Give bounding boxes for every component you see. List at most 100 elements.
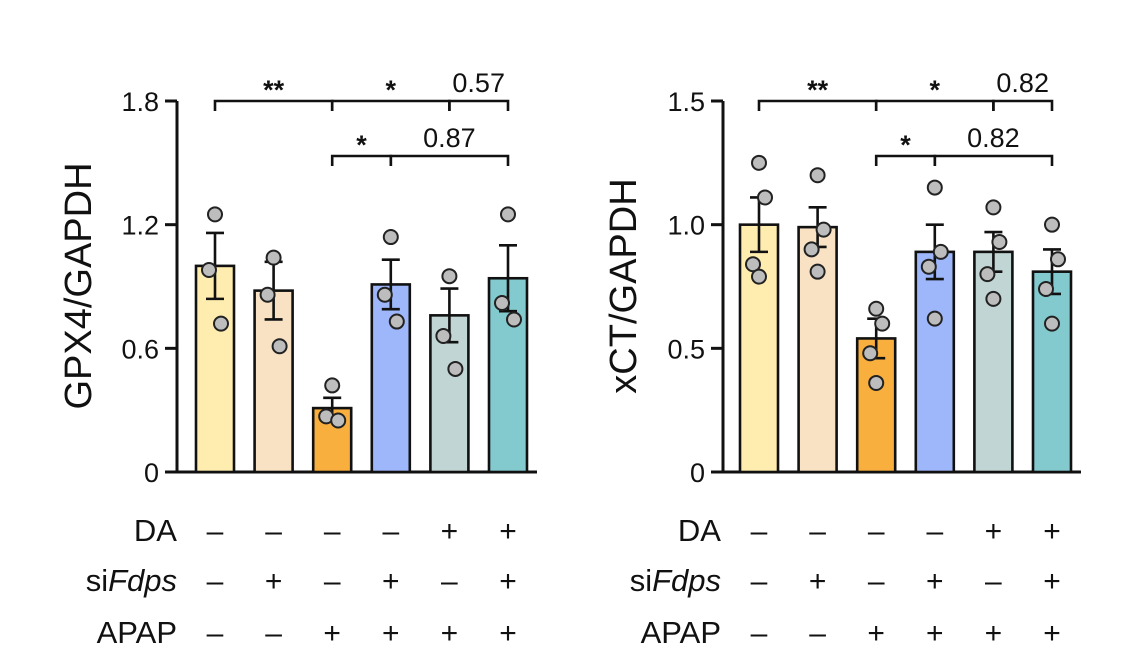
bar (370, 283, 412, 474)
data-point (868, 300, 885, 317)
significance-label: 0.57 (452, 68, 505, 98)
condition-plus: + (499, 515, 517, 548)
condition-row-label: siFdps (86, 563, 177, 598)
data-point (494, 294, 510, 311)
significance-label: ** (807, 75, 829, 105)
significance-label: * (356, 130, 367, 160)
data-point (1050, 251, 1066, 268)
condition-plus: + (1043, 565, 1061, 598)
data-point (862, 345, 879, 362)
data-point (815, 221, 832, 238)
data-point (874, 315, 891, 332)
condition-label-gene: Fdps (108, 563, 177, 598)
data-point (330, 412, 347, 429)
data-point (745, 256, 761, 273)
condition-plus: + (499, 565, 517, 598)
bar (914, 250, 956, 474)
data-point (213, 315, 229, 332)
data-point (932, 243, 949, 260)
condition-minus: – (324, 515, 341, 548)
condition-minus: – (207, 515, 224, 548)
significance-label: 0.82 (996, 68, 1049, 98)
condition-plus: + (382, 617, 400, 650)
condition-minus: – (751, 515, 768, 548)
significance-label: * (930, 75, 941, 105)
data-point (388, 313, 405, 330)
data-point (447, 360, 464, 377)
data-point (259, 286, 276, 303)
condition-minus: – (382, 515, 399, 548)
data-point (1044, 315, 1060, 332)
condition-minus: – (809, 617, 826, 650)
data-point (991, 233, 1008, 250)
significance-bracket (933, 154, 1054, 166)
condition-row-label: APAP (641, 615, 721, 650)
condition-minus: – (751, 565, 768, 598)
condition-minus: – (265, 617, 282, 650)
data-point (751, 154, 767, 171)
data-point (207, 206, 223, 223)
condition-minus: – (207, 617, 224, 650)
data-point (926, 179, 943, 196)
bar (973, 250, 1014, 474)
y-tick-label: 0.5 (667, 334, 705, 364)
data-point (271, 338, 288, 355)
data-point (868, 374, 885, 391)
condition-plus: + (926, 565, 944, 598)
significance-label: 0.87 (423, 123, 476, 153)
condition-minus: – (207, 565, 224, 598)
condition-label-prefix: si (86, 563, 108, 598)
data-point (441, 268, 458, 285)
data-point (265, 249, 282, 266)
data-point (1044, 216, 1060, 233)
condition-minus: – (868, 565, 885, 598)
condition-minus: – (265, 515, 282, 548)
condition-row-label: siFdps (630, 563, 721, 598)
data-point (506, 311, 522, 328)
y-tick-label: 0.6 (121, 334, 159, 364)
significance-label: * (386, 75, 397, 105)
y-axis-label: xCT/GAPDH (603, 178, 645, 393)
significance-bracket (389, 154, 510, 166)
condition-plus: + (499, 617, 517, 650)
condition-plus: + (985, 617, 1003, 650)
significance-label: * (900, 130, 911, 160)
condition-minus: – (751, 617, 768, 650)
data-point (382, 229, 399, 246)
condition-minus: – (985, 565, 1002, 598)
y-tick-label: 1.5 (667, 87, 705, 117)
data-point (979, 266, 996, 283)
data-point (500, 206, 516, 223)
condition-plus: + (1043, 515, 1061, 548)
condition-plus: + (926, 617, 944, 650)
data-point (985, 290, 1002, 307)
data-point (985, 199, 1002, 216)
data-point (376, 286, 393, 303)
significance-label: ** (263, 75, 285, 105)
data-point (751, 268, 767, 285)
condition-row-label: DA (134, 513, 177, 548)
significance-label: 0.82 (967, 123, 1020, 153)
data-point (435, 327, 452, 344)
bar (1031, 270, 1073, 474)
y-tick-label: 0 (144, 458, 159, 488)
condition-minus: – (441, 565, 458, 598)
y-tick-label: 1.0 (667, 211, 705, 241)
condition-minus: – (868, 515, 885, 548)
condition-label-gene: Fdps (652, 563, 721, 598)
condition-plus: + (323, 617, 341, 650)
condition-plus: + (441, 617, 459, 650)
data-point (926, 310, 943, 327)
condition-label-prefix: si (630, 563, 652, 598)
condition-row-label: DA (678, 513, 721, 548)
data-point (1038, 280, 1054, 297)
condition-minus: – (809, 515, 826, 548)
data-point (324, 377, 341, 394)
significance-bracket (992, 99, 1054, 111)
y-tick-label: 0 (690, 458, 705, 488)
bar (253, 289, 294, 474)
data-point (803, 241, 820, 258)
condition-plus: + (985, 515, 1003, 548)
